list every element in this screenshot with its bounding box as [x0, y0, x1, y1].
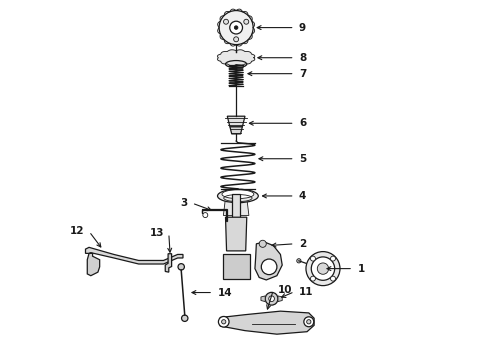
Ellipse shape [218, 189, 258, 203]
Circle shape [269, 296, 274, 302]
Text: 4: 4 [299, 191, 306, 201]
Circle shape [219, 316, 229, 327]
Text: 13: 13 [150, 228, 165, 238]
Circle shape [221, 320, 226, 324]
Circle shape [311, 257, 335, 280]
Polygon shape [87, 253, 99, 276]
Circle shape [311, 256, 316, 261]
Text: 7: 7 [299, 69, 306, 79]
Text: 14: 14 [218, 288, 232, 297]
Circle shape [307, 320, 311, 324]
Polygon shape [218, 50, 255, 66]
Circle shape [304, 317, 314, 327]
Polygon shape [223, 199, 249, 215]
Polygon shape [85, 247, 183, 264]
Text: 6: 6 [299, 118, 306, 128]
Polygon shape [278, 296, 282, 302]
Text: 9: 9 [299, 23, 306, 33]
Circle shape [297, 259, 301, 263]
Circle shape [234, 37, 239, 42]
Polygon shape [165, 254, 172, 272]
Circle shape [182, 315, 188, 321]
Polygon shape [225, 217, 247, 251]
Polygon shape [227, 116, 245, 127]
Text: 3: 3 [180, 198, 188, 208]
Circle shape [234, 26, 238, 30]
Ellipse shape [225, 60, 247, 68]
Circle shape [230, 21, 243, 34]
Text: 8: 8 [299, 53, 306, 63]
Circle shape [318, 263, 329, 274]
Circle shape [223, 19, 228, 24]
Text: 2: 2 [299, 239, 306, 249]
Text: 5: 5 [299, 154, 306, 164]
Circle shape [244, 19, 249, 24]
Text: 1: 1 [357, 264, 365, 274]
Text: 11: 11 [299, 287, 314, 297]
Polygon shape [232, 194, 241, 219]
Circle shape [203, 213, 208, 217]
Circle shape [178, 264, 184, 270]
Circle shape [265, 292, 278, 305]
Circle shape [306, 252, 340, 285]
Circle shape [259, 240, 266, 247]
Polygon shape [220, 311, 314, 334]
Polygon shape [261, 296, 265, 302]
Polygon shape [222, 255, 249, 279]
Ellipse shape [222, 190, 254, 199]
Circle shape [331, 256, 336, 261]
Text: 12: 12 [70, 226, 85, 237]
Circle shape [331, 276, 336, 281]
Circle shape [219, 10, 253, 45]
Circle shape [261, 259, 277, 275]
Polygon shape [218, 9, 255, 46]
Ellipse shape [224, 53, 247, 62]
Circle shape [311, 276, 316, 281]
Polygon shape [230, 127, 243, 134]
Text: 10: 10 [278, 285, 292, 295]
Ellipse shape [219, 51, 254, 65]
Polygon shape [255, 242, 282, 280]
Polygon shape [202, 209, 227, 221]
